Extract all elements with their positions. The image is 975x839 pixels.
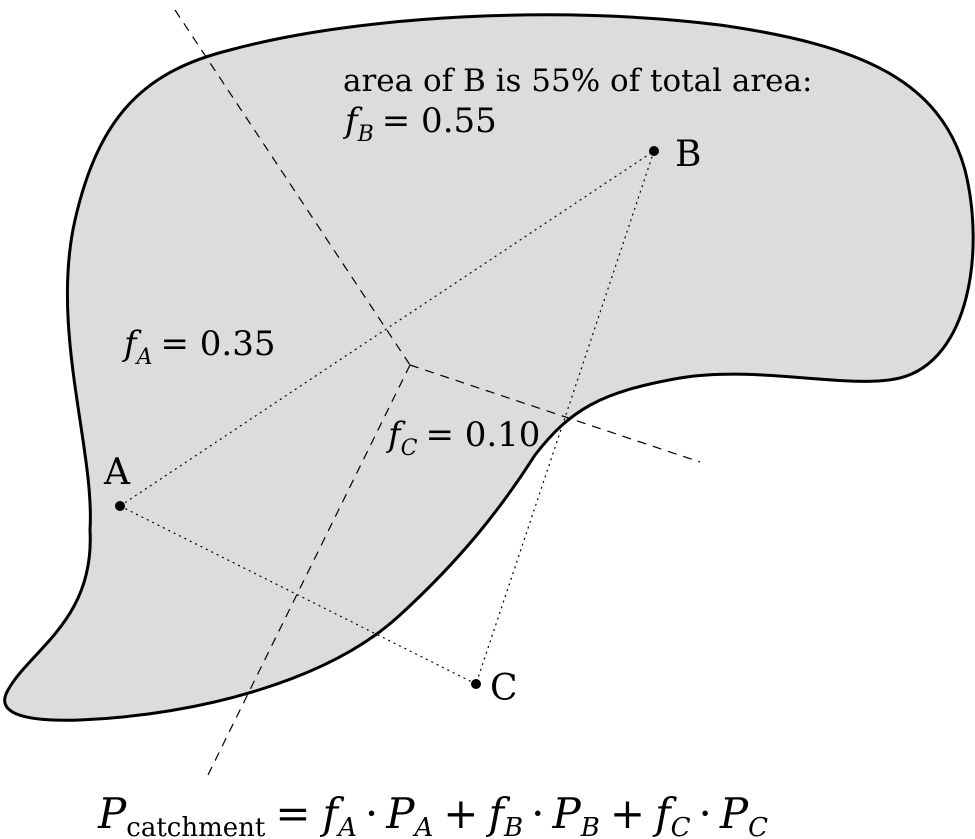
fa-value: = 0.35 [160,324,275,364]
formula-pb-sub: B [580,813,600,839]
catchment-formula: Pcatchment = fA · PA + fB · PB + fC · PC [97,789,768,839]
formula-pc-sub: C [748,813,768,839]
formula-dot-1: · [365,789,378,838]
formula-pa: P [385,789,415,838]
station-b-point [649,146,659,156]
formula-pc: P [719,789,749,838]
thiessen-boundaries [174,9,701,776]
connection-b-c [475,150,655,685]
formula-fc-sub: C [671,813,691,839]
formula-plus-2: + [610,789,645,838]
annotation-b-sub: B [357,122,374,147]
station-c-point [471,679,481,689]
formula-dot-3: · [699,789,712,838]
fc-label: fC = 0.10 [385,415,540,461]
station-a-point [115,501,125,511]
connection-a-c [119,505,477,685]
station-connections [119,150,655,685]
annotation-b-text: area of B is 55% of total area: [343,63,812,99]
station-b-label: B [675,134,701,175]
formula-catchment-sub: catchment [126,813,266,839]
formula-pa-sub: A [412,813,433,839]
fa-sub: A [135,345,153,370]
formula-dot-2: · [531,789,544,838]
formula-plus-1: + [443,789,478,838]
connection-a-b [119,150,655,507]
station-a-label: A [103,452,131,493]
station-c-label: C [490,668,518,709]
formula-fb-sub: B [503,813,523,839]
formula-pb: P [551,789,581,838]
formula-fa-sub: A [336,813,357,839]
fc-sub: C [401,436,418,461]
boundary-ac [207,364,411,776]
annotation-b-equation: fB = 0.55 [342,101,497,147]
formula-equals: = [275,789,310,838]
catchment-area [3,13,975,722]
fc-value: = 0.10 [425,415,540,455]
annotation-b-value: = 0.55 [382,101,497,141]
boundary-bc [409,364,701,463]
boundary-ab [174,9,411,366]
formula-p: P [97,789,127,838]
